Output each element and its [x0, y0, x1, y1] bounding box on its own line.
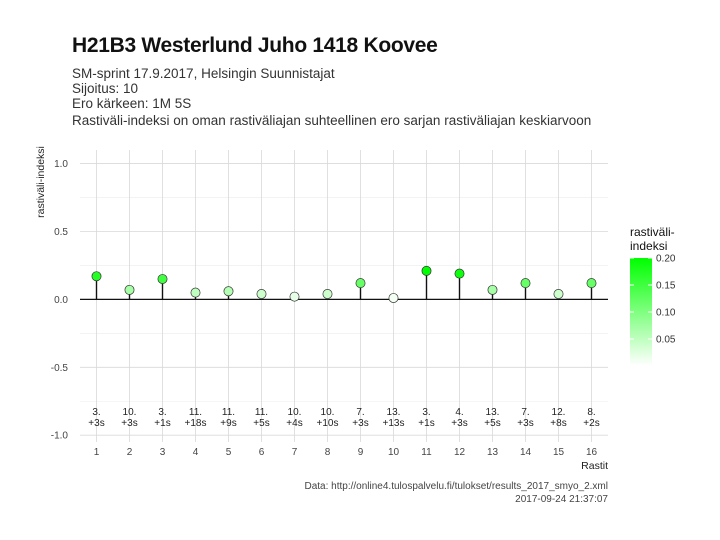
- rank-label: 12.: [552, 407, 566, 418]
- x-tick-label: 12: [454, 447, 466, 458]
- data-point: [454, 268, 465, 279]
- legend-tick-label: 0.05: [656, 335, 676, 346]
- x-tick-label: 13: [487, 447, 499, 458]
- time-diff-label: +9s: [220, 418, 236, 429]
- legend-title-line2: indeksi: [630, 239, 668, 253]
- data-point: [190, 287, 201, 298]
- rank-label: 11.: [189, 407, 202, 418]
- x-tick-label: 9: [358, 447, 364, 458]
- time-diff-label: +10s: [317, 418, 339, 429]
- y-tick-label: 0.5: [54, 227, 68, 238]
- data-point: [322, 289, 333, 299]
- y-tick-label: -0.5: [51, 363, 69, 374]
- time-diff-label: +3s: [517, 418, 533, 429]
- rank-label: 7.: [521, 407, 529, 418]
- rank-label: 10.: [123, 407, 137, 418]
- data-point: [586, 278, 597, 289]
- time-diff-label: +3s: [121, 418, 137, 429]
- subtitle-event: SM-sprint 17.9.2017, Helsingin Suunnista…: [72, 66, 335, 81]
- x-tick-label: 5: [226, 447, 232, 458]
- data-point: [91, 271, 102, 282]
- data-source: Data: http://online4.tulospalvelu.fi/tul…: [304, 481, 608, 492]
- x-tick-label: 7: [292, 447, 298, 458]
- x-tick-label: 11: [421, 447, 432, 458]
- y-tick-label: -1.0: [51, 431, 69, 442]
- data-point: [289, 291, 300, 302]
- x-tick-label: 10: [388, 447, 400, 458]
- chart-title: H21B3 Westerlund Juho 1418 Koovee: [72, 34, 438, 57]
- time-diff-label: +1s: [154, 418, 170, 429]
- x-tick-label: 2: [127, 447, 133, 458]
- rank-label: 10.: [288, 407, 302, 418]
- legend-layer: 0.05 0.10 0.15 0.20: [630, 254, 676, 366]
- time-diff-label: +3s: [352, 418, 368, 429]
- data-point: [223, 286, 234, 297]
- rank-label: 11.: [222, 407, 235, 418]
- legend-colorbar: [630, 258, 652, 366]
- time-diff-label: +13s: [383, 418, 405, 429]
- legend-tick-label: 0.10: [656, 308, 676, 319]
- data-point: [487, 284, 498, 295]
- grid-layer: [80, 150, 608, 442]
- time-diff-label: +18s: [185, 418, 207, 429]
- x-tick-label: 15: [553, 447, 565, 458]
- subtitle-description: Rastiväli-indeksi on oman rastiväliajan …: [72, 113, 592, 128]
- data-point: [388, 293, 399, 303]
- generated-timestamp: 2017-09-24 21:37:07: [515, 494, 608, 505]
- time-diff-label: +1s: [418, 418, 434, 429]
- time-diff-label: +4s: [286, 418, 302, 429]
- x-tick-label: 8: [325, 447, 331, 458]
- time-diff-label: +5s: [253, 418, 269, 429]
- rank-label: 11.: [255, 407, 268, 418]
- time-diff-label: +5s: [484, 418, 500, 429]
- data-point: [256, 289, 267, 299]
- time-diff-label: +8s: [550, 418, 566, 429]
- y-axis-title: rastiväli-indeksi: [35, 146, 47, 218]
- x-tick-label: 6: [259, 447, 265, 458]
- rank-label: 10.: [321, 407, 335, 418]
- legend-tick-label: 0.15: [656, 281, 676, 292]
- time-diff-label: +3s: [451, 418, 467, 429]
- legend-title-line1: rastiväli-: [630, 225, 675, 239]
- time-diff-label: +2s: [583, 418, 599, 429]
- rank-label: 13.: [486, 407, 500, 418]
- rank-label: 3.: [92, 407, 100, 418]
- x-axis-title: Rastit: [581, 460, 608, 472]
- legend-tick-label: 0.20: [656, 254, 676, 265]
- x-tick-label: 4: [193, 447, 199, 458]
- data-point: [553, 289, 564, 299]
- rank-label: 3.: [158, 407, 166, 418]
- data-point: [421, 265, 432, 276]
- y-tick-label: 1.0: [54, 159, 68, 170]
- rank-label: 8.: [587, 407, 595, 418]
- rank-label: 13.: [387, 407, 401, 418]
- x-tick-label: 1: [94, 447, 100, 458]
- subtitle-placing: Sijoitus: 10: [72, 81, 139, 96]
- data-point: [520, 278, 531, 289]
- data-point: [124, 284, 135, 295]
- data-point: [157, 274, 168, 284]
- x-tick-label: 16: [586, 447, 598, 458]
- x-tick-label: 3: [160, 447, 166, 458]
- rank-label: 7.: [356, 407, 364, 418]
- rank-label: 4.: [455, 407, 463, 418]
- x-tick-label: 14: [520, 447, 532, 458]
- data-point: [355, 278, 366, 289]
- mark-layer: [80, 265, 608, 303]
- rank-label: 3.: [422, 407, 430, 418]
- legend-title: rastiväli- indeksi: [630, 225, 675, 253]
- y-tick-label: 0.0: [54, 295, 68, 306]
- subtitle-gap: Ero kärkeen: 1M 5S: [72, 96, 192, 111]
- label-layer: -1.0-0.50.00.51.01 2 3 4 5 6 7 8 9 10 11 12 13 14 15 16…: [35, 146, 608, 472]
- time-diff-label: +3s: [88, 418, 104, 429]
